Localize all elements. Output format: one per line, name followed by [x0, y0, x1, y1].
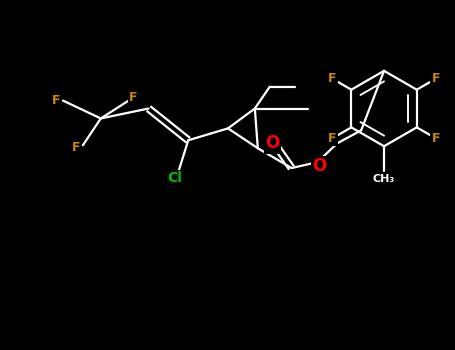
- Text: F: F: [328, 72, 337, 85]
- Text: F: F: [52, 94, 61, 107]
- Text: F: F: [129, 91, 138, 104]
- Text: F: F: [328, 132, 337, 145]
- Text: F: F: [431, 72, 440, 85]
- Text: O: O: [266, 134, 280, 152]
- Text: F: F: [431, 132, 440, 145]
- Text: CH₃: CH₃: [373, 174, 395, 184]
- Text: O: O: [312, 157, 327, 175]
- Text: Cl: Cl: [167, 171, 182, 185]
- Text: F: F: [72, 141, 80, 154]
